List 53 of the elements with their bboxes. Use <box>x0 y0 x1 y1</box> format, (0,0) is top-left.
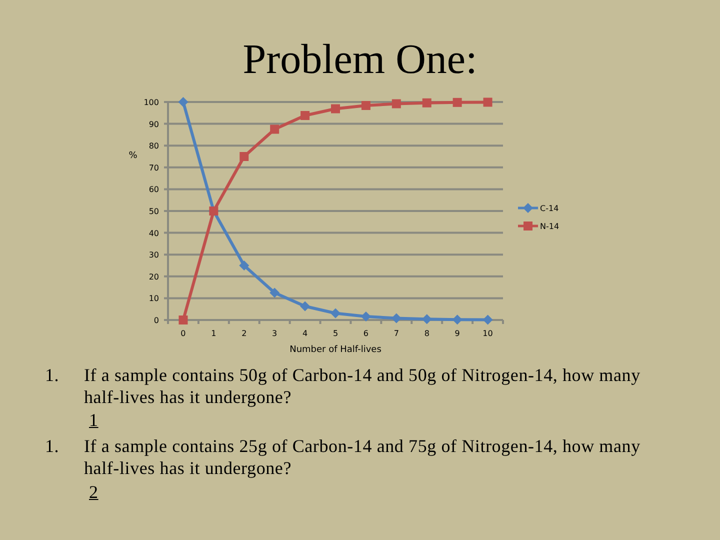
point <box>422 314 432 324</box>
chart-title: Problem One: <box>242 37 478 83</box>
point <box>300 111 310 120</box>
point <box>239 260 250 270</box>
y-tick-label: 40 <box>148 228 159 238</box>
point <box>482 314 493 325</box>
point <box>331 104 340 114</box>
x-tick-label: 9 <box>454 329 460 338</box>
text: 1. <box>45 435 60 457</box>
y-tick-label: 10 <box>148 294 159 304</box>
point <box>178 316 188 324</box>
x-tick-label: 5 <box>332 329 338 338</box>
text: If a sample contains 25g of Carbon-14 and 75g of Nitrogen-14, how many half-lives has it undergone? <box>84 435 642 479</box>
x-axis-title: Number of Half-lives <box>290 345 382 355</box>
text: If a sample contains 50g of Carbon-14 and 50g of Nitrogen-14, how many half-lives has it undergone? <box>84 364 642 408</box>
text: 2 <box>89 481 98 503</box>
point <box>270 288 280 298</box>
legend-label: C-14 <box>540 204 559 213</box>
y-axis-title: % <box>128 151 138 161</box>
point <box>452 98 462 107</box>
point <box>300 301 310 312</box>
point <box>360 312 371 322</box>
point <box>392 99 401 108</box>
point <box>330 308 340 318</box>
y-tick-label: 20 <box>148 272 159 282</box>
x-tick-label: 1 <box>211 329 216 338</box>
text: 1. <box>45 364 60 386</box>
x-tick-label: 0 <box>180 329 186 338</box>
x-tick-label: 4 <box>302 329 308 338</box>
y-tick-label: 80 <box>148 142 159 151</box>
point <box>178 97 188 107</box>
x-tick-label: 10 <box>482 329 493 338</box>
y-tick-label: 0 <box>154 316 159 325</box>
point <box>422 98 432 108</box>
y-tick-label: 50 <box>148 207 159 216</box>
y-tick-label: 90 <box>148 120 159 129</box>
point <box>483 98 492 107</box>
point <box>361 100 370 110</box>
legend-label: N-14 <box>540 222 560 231</box>
point <box>391 313 402 324</box>
y-tick-label: 30 <box>148 250 159 260</box>
x-tick-label: 2 <box>242 329 247 338</box>
y-tick-label: 60 <box>148 185 159 194</box>
x-tick-label: 7 <box>394 329 399 338</box>
x-tick-label: 6 <box>363 329 368 338</box>
x-tick-label: 3 <box>272 329 278 338</box>
point <box>270 124 280 134</box>
point <box>240 152 249 161</box>
x-tick-label: 8 <box>424 329 430 338</box>
y-tick-label: 100 <box>144 98 159 107</box>
y-tick-label: 70 <box>148 163 159 172</box>
text: 1 <box>89 409 98 431</box>
point <box>452 314 462 325</box>
